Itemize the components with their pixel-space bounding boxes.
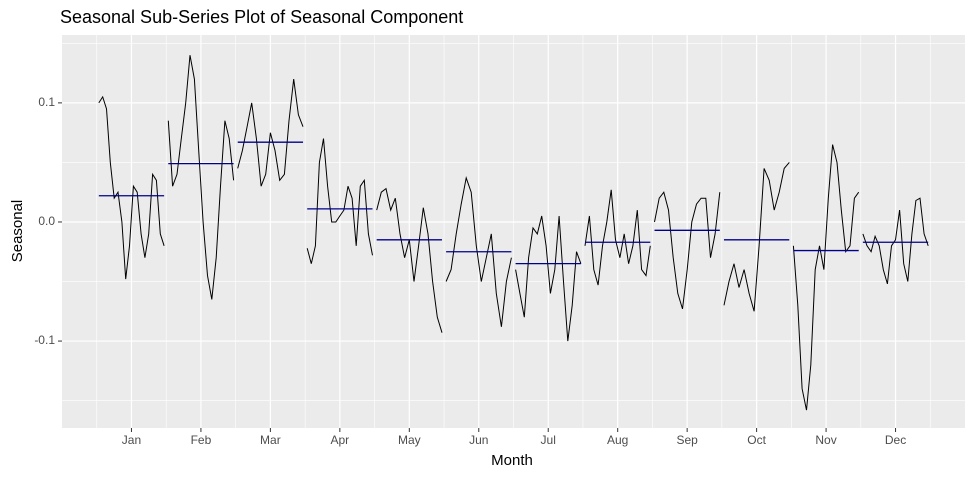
subseries-line — [445, 175, 512, 327]
x-tick-label: Jun — [469, 433, 488, 447]
x-tick-label: Aug — [607, 433, 628, 447]
subseries-line — [167, 55, 235, 300]
subseries-line — [515, 215, 582, 342]
subseries-line — [306, 138, 373, 264]
subseries-line — [723, 162, 790, 312]
y-tick-label: 0.0 — [38, 214, 55, 228]
x-tick-label: Feb — [191, 433, 212, 447]
subseries-line — [792, 144, 860, 411]
chart-title: Seasonal Sub-Series Plot of Seasonal Com… — [60, 7, 463, 27]
subseries-line — [98, 95, 165, 280]
subseries-line — [584, 189, 651, 286]
x-axis-title: Month — [491, 452, 533, 469]
x-tick-label: Oct — [747, 433, 766, 447]
x-tick-label: Dec — [885, 433, 906, 447]
subseries-line — [862, 197, 929, 285]
x-tick-label: Jan — [122, 433, 141, 447]
x-tick-label: Nov — [815, 433, 836, 447]
x-tick-label: May — [398, 433, 421, 447]
subseries-line — [237, 79, 304, 187]
x-tick-label: Mar — [260, 433, 281, 447]
x-tick-label: Apr — [331, 433, 350, 447]
y-axis-title: Seasonal — [9, 200, 26, 263]
subseries-line — [654, 191, 721, 310]
y-tick-label: 0.1 — [38, 95, 55, 109]
y-tick-label: -0.1 — [34, 333, 55, 347]
x-tick-label: Jul — [541, 433, 556, 447]
x-tick-label: Sep — [676, 433, 698, 447]
